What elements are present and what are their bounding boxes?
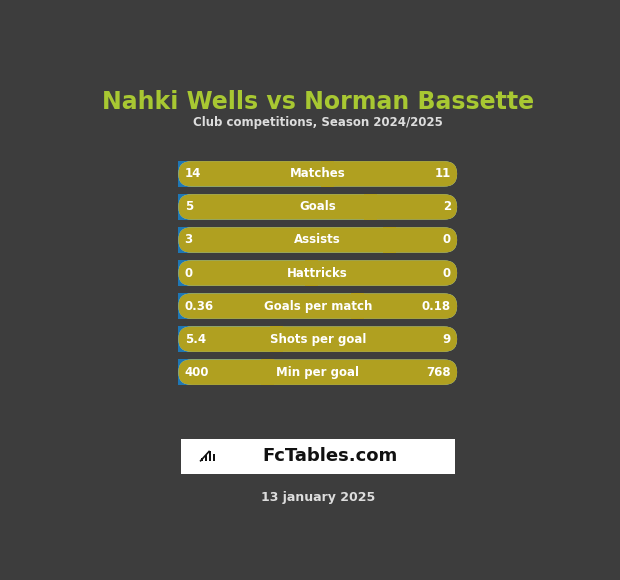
- FancyBboxPatch shape: [179, 194, 457, 220]
- Text: Nahki Wells vs Norman Bassette: Nahki Wells vs Norman Bassette: [102, 90, 534, 114]
- Text: 0: 0: [443, 267, 451, 280]
- Text: Min per goal: Min per goal: [277, 365, 359, 379]
- FancyBboxPatch shape: [179, 327, 457, 352]
- FancyBboxPatch shape: [260, 360, 273, 385]
- Text: 0.36: 0.36: [185, 300, 214, 313]
- FancyBboxPatch shape: [201, 458, 203, 461]
- Text: 400: 400: [185, 365, 209, 379]
- FancyBboxPatch shape: [179, 227, 457, 253]
- Bar: [179, 293, 365, 319]
- Bar: [179, 194, 378, 220]
- FancyBboxPatch shape: [179, 161, 457, 187]
- FancyBboxPatch shape: [179, 194, 457, 220]
- Text: FcTables.com: FcTables.com: [262, 447, 397, 465]
- Text: Club competitions, Season 2024/2025: Club competitions, Season 2024/2025: [193, 117, 443, 129]
- Text: 9: 9: [443, 332, 451, 346]
- FancyBboxPatch shape: [179, 293, 457, 319]
- Text: 5: 5: [185, 201, 193, 213]
- FancyBboxPatch shape: [179, 161, 457, 187]
- FancyBboxPatch shape: [179, 227, 457, 253]
- FancyBboxPatch shape: [383, 227, 396, 253]
- Text: Goals per match: Goals per match: [264, 300, 372, 313]
- FancyBboxPatch shape: [270, 327, 283, 352]
- FancyBboxPatch shape: [179, 260, 457, 286]
- Bar: [179, 360, 273, 385]
- FancyBboxPatch shape: [209, 451, 211, 461]
- FancyBboxPatch shape: [364, 194, 378, 220]
- Text: Shots per goal: Shots per goal: [270, 332, 366, 346]
- FancyBboxPatch shape: [304, 260, 317, 286]
- Text: 5.4: 5.4: [185, 332, 206, 346]
- Text: 11: 11: [435, 168, 451, 180]
- Text: 768: 768: [426, 365, 451, 379]
- FancyBboxPatch shape: [213, 454, 215, 461]
- Text: Goals: Goals: [299, 201, 336, 213]
- Text: Matches: Matches: [290, 168, 345, 180]
- Text: 0.18: 0.18: [422, 300, 451, 313]
- Text: 0: 0: [443, 234, 451, 246]
- FancyBboxPatch shape: [179, 327, 457, 352]
- FancyBboxPatch shape: [205, 455, 207, 461]
- Text: 2: 2: [443, 201, 451, 213]
- Text: 13 january 2025: 13 january 2025: [260, 491, 375, 503]
- FancyBboxPatch shape: [321, 161, 334, 187]
- Text: Assists: Assists: [294, 234, 341, 246]
- Text: 14: 14: [185, 168, 201, 180]
- Bar: [179, 260, 317, 286]
- FancyBboxPatch shape: [179, 360, 457, 385]
- FancyBboxPatch shape: [181, 439, 454, 474]
- Bar: [179, 161, 334, 187]
- Text: 3: 3: [185, 234, 193, 246]
- FancyBboxPatch shape: [179, 360, 457, 385]
- Bar: [179, 327, 283, 352]
- Bar: [179, 227, 396, 253]
- FancyBboxPatch shape: [351, 293, 365, 319]
- FancyBboxPatch shape: [179, 293, 457, 319]
- Text: 0: 0: [185, 267, 193, 280]
- FancyBboxPatch shape: [179, 260, 457, 286]
- Text: Hattricks: Hattricks: [288, 267, 348, 280]
